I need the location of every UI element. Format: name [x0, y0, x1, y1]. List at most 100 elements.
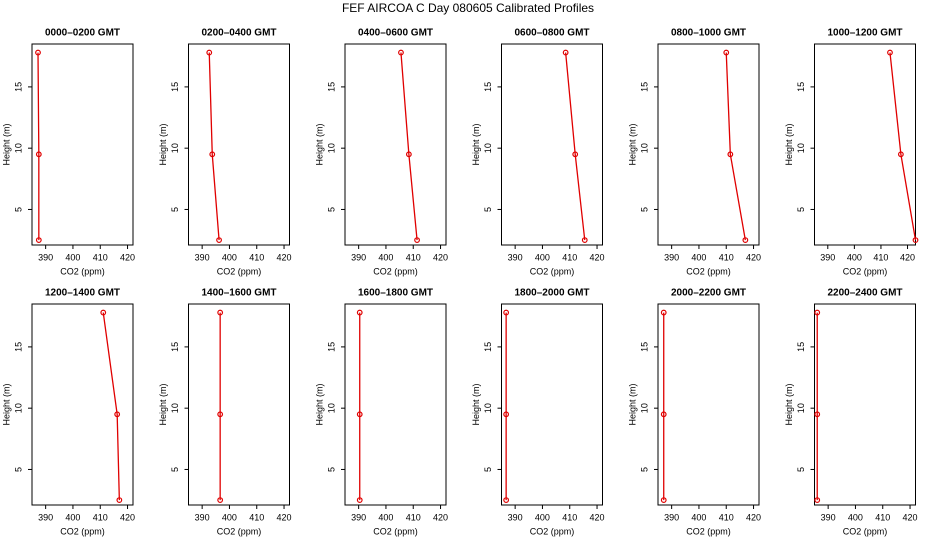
x-tick-label: 390: [821, 512, 836, 522]
y-tick-label: 15: [326, 342, 336, 352]
data-point: [356, 411, 363, 418]
data-point: [503, 309, 510, 316]
x-tick-label: 420: [277, 512, 292, 522]
x-tick-label: 400: [378, 252, 393, 262]
data-point: [660, 497, 667, 503]
y-tick-label: 10: [639, 143, 649, 153]
x-tick-label: 390: [351, 512, 366, 522]
y-tick-label: 10: [170, 403, 180, 413]
plot-frame: [344, 43, 447, 246]
y-tick-label: 15: [796, 82, 806, 92]
x-tick-label: 410: [875, 512, 890, 522]
panel-title: 2200–2400 GMT: [827, 288, 902, 299]
profile-line: [400, 52, 418, 241]
y-axis-label: Height (m): [1, 383, 11, 425]
data-point: [116, 497, 123, 503]
x-tick-label: 410: [249, 252, 264, 262]
plot-frame: [31, 303, 134, 506]
y-axis-label: Height (m): [784, 123, 794, 165]
data-point: [217, 411, 224, 418]
x-tick-label: 420: [590, 512, 605, 522]
data-point: [216, 237, 222, 243]
data-point: [742, 237, 749, 243]
x-axis-label: CO2 (ppm): [217, 526, 262, 536]
x-tick-label: 420: [900, 252, 915, 262]
plot-frame: [31, 43, 134, 246]
y-tick-label: 5: [796, 467, 806, 472]
profile-line: [725, 52, 746, 241]
data-point: [35, 237, 42, 243]
x-tick-label: 390: [508, 512, 523, 522]
data-point: [35, 151, 42, 158]
x-tick-label: 420: [746, 252, 761, 262]
y-tick-label: 15: [639, 342, 649, 352]
profile-line: [102, 312, 121, 501]
y-tick-label: 15: [483, 82, 493, 92]
data-point: [405, 151, 412, 158]
y-tick-label: 5: [170, 467, 180, 472]
x-tick-label: 410: [873, 252, 888, 262]
x-tick-label: 400: [691, 252, 706, 262]
x-tick-label: 400: [378, 512, 393, 522]
y-tick-label: 10: [796, 143, 806, 153]
panel-title: 1400–1600 GMT: [201, 288, 276, 299]
y-tick-label: 10: [13, 143, 23, 153]
plot-frame: [188, 303, 290, 506]
x-axis-label: CO2 (ppm): [843, 266, 888, 276]
x-tick-label: 390: [820, 252, 835, 262]
x-tick-label: 390: [38, 512, 53, 522]
profile-line: [889, 52, 917, 241]
x-tick-label: 420: [433, 252, 448, 262]
x-tick-label: 410: [562, 512, 577, 522]
x-tick-label: 400: [847, 252, 862, 262]
data-point: [398, 49, 404, 56]
x-axis-label: CO2 (ppm): [217, 266, 262, 276]
x-tick-label: 390: [38, 252, 53, 262]
x-axis-label: CO2 (ppm): [530, 526, 575, 536]
y-axis-label: Height (m): [314, 123, 324, 165]
panel-title: 1200–1400 GMT: [45, 288, 120, 299]
x-tick-label: 420: [903, 512, 918, 522]
data-point: [100, 309, 107, 316]
y-axis-label: Height (m): [1, 123, 11, 165]
x-axis-label: CO2 (ppm): [686, 266, 731, 276]
plot-frame: [814, 303, 916, 506]
data-point: [217, 309, 224, 316]
x-tick-label: 390: [508, 252, 523, 262]
x-tick-label: 410: [93, 252, 108, 262]
data-point: [581, 237, 588, 243]
y-axis-label: Height (m): [784, 383, 794, 425]
panel-title: 0600–0800 GMT: [514, 28, 589, 39]
y-tick-label: 10: [326, 143, 336, 153]
x-tick-label: 400: [222, 252, 237, 262]
x-tick-label: 420: [433, 512, 448, 522]
x-tick-label: 400: [535, 512, 550, 522]
data-point: [35, 49, 41, 56]
panel-title: 1000–1200 GMT: [827, 28, 902, 39]
data-point: [723, 49, 730, 56]
data-point: [887, 49, 893, 56]
y-tick-label: 10: [170, 143, 180, 153]
data-point: [209, 151, 216, 158]
x-tick-label: 410: [719, 512, 734, 522]
profile-line: [37, 52, 40, 241]
data-point: [356, 497, 363, 503]
y-tick-label: 10: [326, 403, 336, 413]
y-tick-label: 10: [796, 403, 806, 413]
x-tick-label: 420: [120, 512, 135, 522]
x-tick-label: 420: [746, 512, 761, 522]
y-tick-label: 5: [639, 207, 649, 212]
plot-frame: [501, 303, 603, 506]
data-point: [503, 411, 510, 418]
y-axis-label: Height (m): [314, 383, 324, 425]
y-tick-label: 15: [326, 82, 336, 92]
panel-title: 0000–0200 GMT: [45, 28, 120, 39]
y-axis-label: Height (m): [158, 383, 168, 425]
y-tick-label: 15: [170, 82, 180, 92]
y-axis-label: Height (m): [158, 123, 168, 165]
y-axis-label: Height (m): [471, 123, 481, 165]
x-tick-label: 390: [664, 512, 679, 522]
plot-frame: [657, 43, 760, 246]
x-tick-label: 390: [664, 252, 679, 262]
